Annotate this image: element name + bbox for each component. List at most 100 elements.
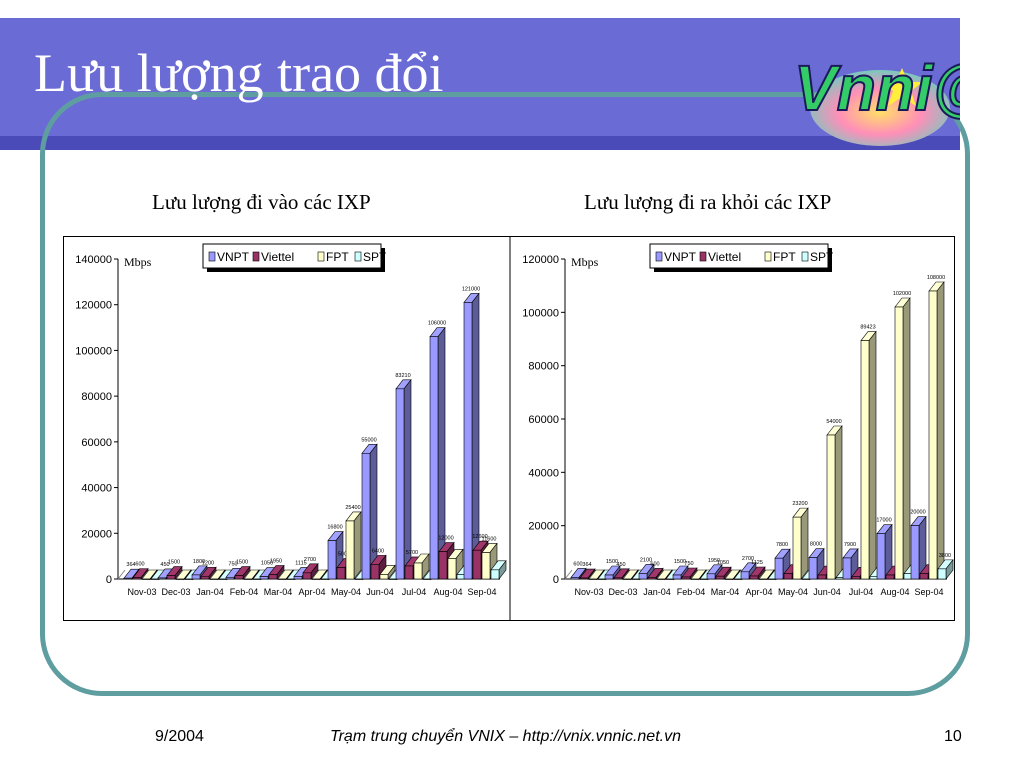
chart-2: 0 20000 40000 60000 80000 100000 120000 Mbps 600…	[522, 243, 954, 597]
x-tick-label: Jul-04	[849, 587, 874, 597]
logo-star	[881, 68, 923, 106]
legend-swatch	[655, 251, 663, 262]
bar-front	[200, 575, 210, 580]
bar-front	[919, 573, 929, 580]
bar-front	[157, 577, 167, 580]
data-label: 1500	[236, 560, 248, 566]
bar-front	[259, 576, 269, 580]
bar	[132, 567, 149, 580]
data-label: 23200	[792, 501, 807, 507]
bar	[175, 569, 192, 581]
bar-side	[800, 507, 809, 580]
bar-side	[353, 511, 362, 580]
legend-swatch	[764, 251, 772, 262]
bar-front	[429, 336, 439, 580]
bar-front	[681, 576, 691, 580]
bar	[647, 567, 664, 580]
x-tick-label: Mar-04	[711, 587, 740, 597]
floor-edge	[564, 569, 573, 580]
y-tick-label: 40000	[81, 483, 112, 495]
bar-front	[928, 290, 938, 580]
chart-1: 0 20000 40000 60000 80000 100000 120000 140000 M…	[75, 243, 507, 597]
bar-front	[413, 562, 423, 580]
bar-front	[622, 578, 632, 580]
logo-ellipse	[810, 70, 950, 146]
bar-front	[490, 569, 500, 580]
data-label: 5700	[406, 550, 418, 556]
bar-front	[234, 575, 244, 580]
bar-front	[690, 578, 700, 580]
bar	[268, 564, 285, 580]
bar	[302, 562, 319, 580]
x-tick-label: May-04	[778, 587, 808, 597]
bar	[860, 330, 877, 580]
bar	[311, 569, 328, 581]
y-tick-label: 120000	[75, 300, 112, 312]
data-label: 1125	[751, 560, 763, 566]
x-tick-label: Dec-03	[608, 587, 637, 597]
bar-front	[438, 551, 448, 580]
vnnic-logo: Vnni@	[793, 51, 960, 146]
legend-swatch	[801, 251, 809, 262]
bar-front	[404, 565, 414, 580]
bar	[749, 566, 766, 580]
bar	[826, 425, 843, 580]
bar-front	[395, 388, 405, 580]
legend-label: Viettel	[708, 250, 741, 264]
legend-swatch	[252, 251, 260, 262]
data-label: 3800	[939, 553, 951, 559]
x-tick-label: Aug-04	[880, 587, 909, 597]
bar	[234, 565, 251, 580]
legend-swatch	[208, 251, 216, 262]
bar-front	[166, 575, 176, 580]
bar-front	[293, 576, 303, 580]
bar-front	[817, 574, 827, 580]
data-label: 8000	[810, 542, 822, 548]
bar-front	[472, 549, 482, 580]
bar-front	[876, 533, 886, 580]
data-label: 25400	[345, 505, 360, 511]
bar	[792, 507, 809, 580]
data-label: 121000	[462, 286, 480, 292]
y-tick-label: 120000	[522, 254, 559, 266]
x-tick-label: Jun-04	[366, 587, 394, 597]
data-label: 1500	[674, 559, 686, 565]
x-tick-label: Feb-04	[230, 587, 259, 597]
bar	[715, 566, 732, 580]
bar-front	[588, 578, 598, 580]
legend-swatch	[354, 251, 362, 262]
bar	[395, 378, 412, 580]
bar-front	[894, 306, 904, 580]
y-tick-label: 100000	[522, 307, 559, 319]
bar	[604, 565, 621, 580]
unit-label: Mbps	[571, 255, 599, 269]
bar	[243, 569, 260, 581]
data-label: 600	[573, 561, 582, 567]
data-label: 750	[684, 561, 693, 567]
bar-front	[672, 574, 682, 580]
bar	[209, 569, 226, 581]
data-label: 2700	[742, 556, 754, 562]
y-tick-label: 0	[553, 574, 559, 586]
bar	[910, 515, 927, 580]
legend-label: FPT	[773, 250, 796, 264]
bar	[690, 569, 707, 581]
bar	[463, 292, 480, 580]
data-label: 2700	[304, 557, 316, 563]
bar-front	[613, 577, 623, 580]
bar	[774, 548, 791, 580]
bar	[724, 569, 741, 581]
slide-frame	[40, 92, 970, 696]
y-tick-label: 20000	[81, 528, 112, 540]
data-label: 89423	[860, 325, 875, 331]
data-label: 1500	[606, 559, 618, 565]
x-tick-label: Apr-04	[298, 587, 325, 597]
bar-front	[361, 452, 371, 580]
y-tick-label: 60000	[528, 414, 559, 426]
bar-front	[141, 578, 151, 580]
bar	[166, 565, 183, 580]
title-underline	[0, 136, 960, 150]
legend-label: Viettel	[261, 250, 294, 264]
y-tick-label: 100000	[75, 345, 112, 357]
